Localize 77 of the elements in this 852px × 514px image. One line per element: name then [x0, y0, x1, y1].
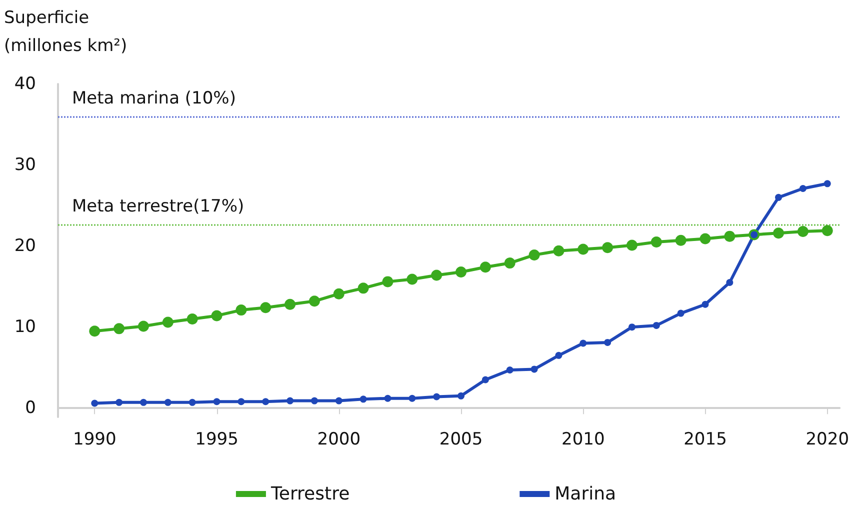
x-tick-label: 2010	[561, 430, 605, 450]
point	[775, 194, 782, 201]
point	[358, 282, 369, 294]
point	[822, 225, 833, 236]
point	[824, 180, 831, 188]
point	[284, 298, 296, 310]
y-tick-label: 10	[14, 317, 36, 338]
x-tick-label: 2015	[684, 430, 727, 450]
point	[724, 230, 736, 242]
point	[310, 397, 318, 404]
point	[335, 397, 342, 404]
point	[677, 310, 684, 317]
point	[186, 313, 198, 324]
ref-line-label: Meta marina (10%)	[72, 88, 236, 109]
legend-label: Marina	[554, 484, 616, 504]
point	[799, 185, 806, 192]
point	[211, 310, 222, 322]
point	[604, 338, 612, 346]
point	[116, 398, 123, 406]
point	[675, 234, 686, 246]
point	[91, 400, 98, 407]
y-axis-title: Superficie (millones km²)	[4, 8, 128, 56]
point	[164, 398, 172, 406]
point	[528, 249, 540, 260]
point	[360, 396, 367, 403]
point	[797, 226, 808, 237]
point	[504, 258, 516, 269]
legend-label: Terrestre	[270, 484, 350, 504]
y-tick-label: 20	[14, 236, 36, 256]
point	[260, 302, 272, 314]
point	[456, 266, 466, 278]
point	[408, 394, 416, 402]
point	[382, 276, 394, 288]
x-tick-label: 1995	[195, 430, 238, 450]
point	[188, 398, 196, 406]
point	[555, 352, 562, 359]
x-tick-label: 2000	[317, 430, 361, 450]
point	[162, 316, 174, 328]
point	[262, 398, 270, 406]
point	[482, 376, 489, 384]
point	[702, 300, 709, 308]
point	[308, 296, 320, 307]
point	[628, 324, 636, 331]
y-tick-label: 40	[14, 74, 36, 94]
point	[553, 245, 564, 256]
point	[236, 304, 247, 316]
point	[406, 274, 418, 285]
y-tick-label: 0	[25, 398, 36, 418]
point	[138, 320, 149, 332]
point	[333, 288, 344, 300]
x-tick-label: 2020	[806, 430, 849, 450]
point	[506, 366, 514, 374]
point	[530, 366, 538, 373]
point	[650, 236, 662, 248]
point	[652, 322, 660, 329]
point	[626, 240, 638, 251]
point	[580, 340, 587, 347]
point	[480, 262, 491, 273]
point	[114, 323, 125, 334]
point	[726, 279, 734, 286]
point	[238, 398, 245, 406]
point	[286, 397, 294, 404]
point	[602, 242, 614, 254]
y-tick-label: 30	[14, 155, 36, 176]
point	[431, 270, 442, 281]
point	[700, 233, 711, 244]
point	[433, 393, 440, 400]
point	[213, 398, 220, 406]
x-tick-label: 1990	[73, 430, 116, 450]
x-tick-label: 2005	[439, 430, 483, 450]
point	[773, 228, 784, 239]
point	[140, 398, 147, 406]
point	[458, 392, 464, 400]
ref-line-label: Meta terrestre(17%)	[72, 196, 244, 216]
point	[89, 326, 100, 337]
point	[384, 394, 392, 402]
point	[578, 244, 589, 255]
